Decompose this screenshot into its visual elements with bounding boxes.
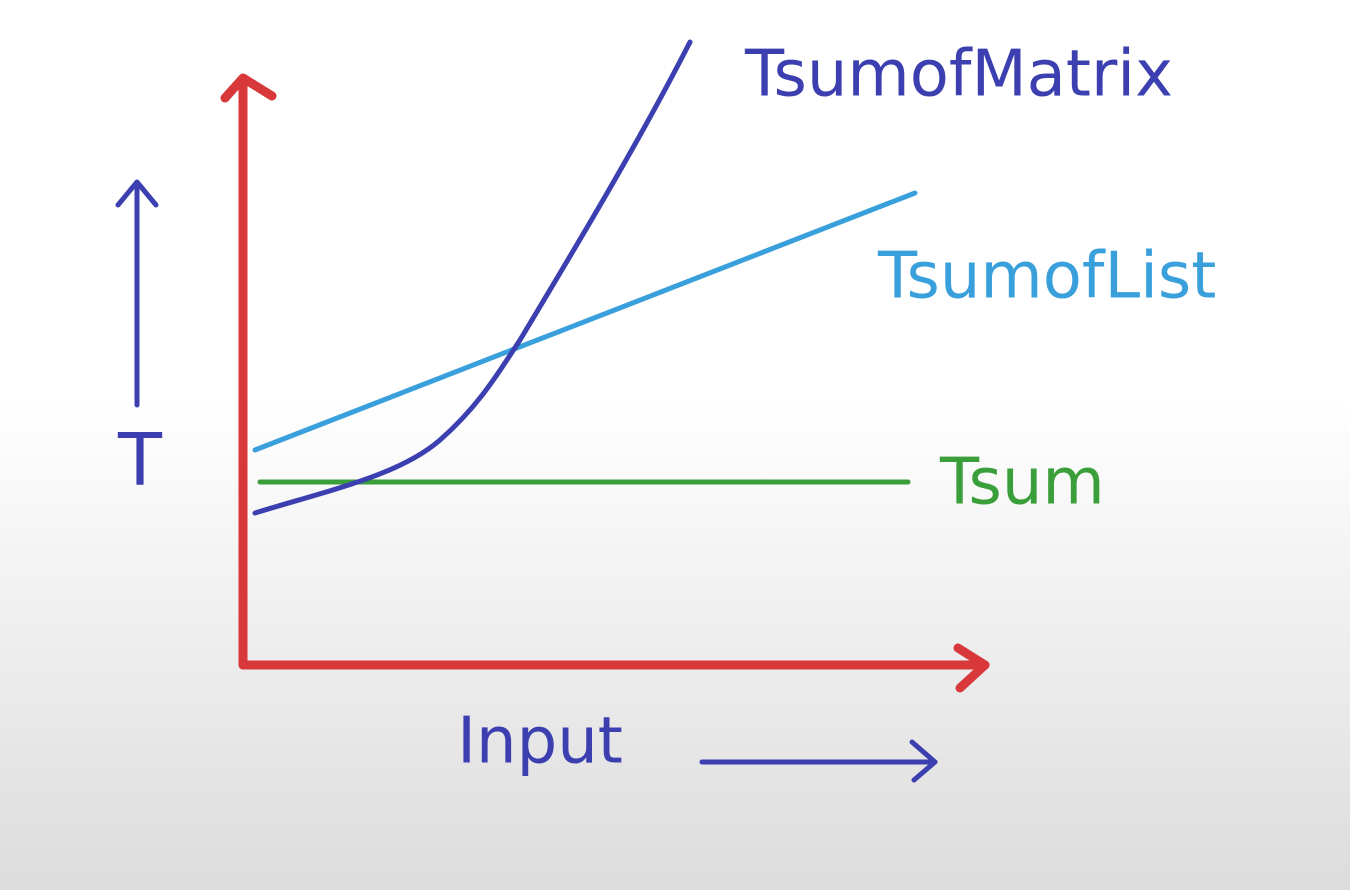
tsumofmatrix-curve xyxy=(252,39,693,516)
axes xyxy=(220,73,990,693)
curve-label: TsumofList xyxy=(877,240,1216,314)
direction-arrows xyxy=(115,179,938,783)
y-arrow-head xyxy=(115,179,159,208)
tsumoflist-line xyxy=(252,190,918,453)
x-arrow-head xyxy=(909,739,938,783)
x-axis-arrowhead xyxy=(953,643,990,693)
curve-label: TsumofMatrix xyxy=(744,38,1173,112)
x-axis-label: Input xyxy=(457,705,623,779)
y-axis-label: T xyxy=(117,418,163,502)
curve-label: Tsum xyxy=(939,446,1105,520)
y-axis-arrowhead xyxy=(220,73,277,103)
